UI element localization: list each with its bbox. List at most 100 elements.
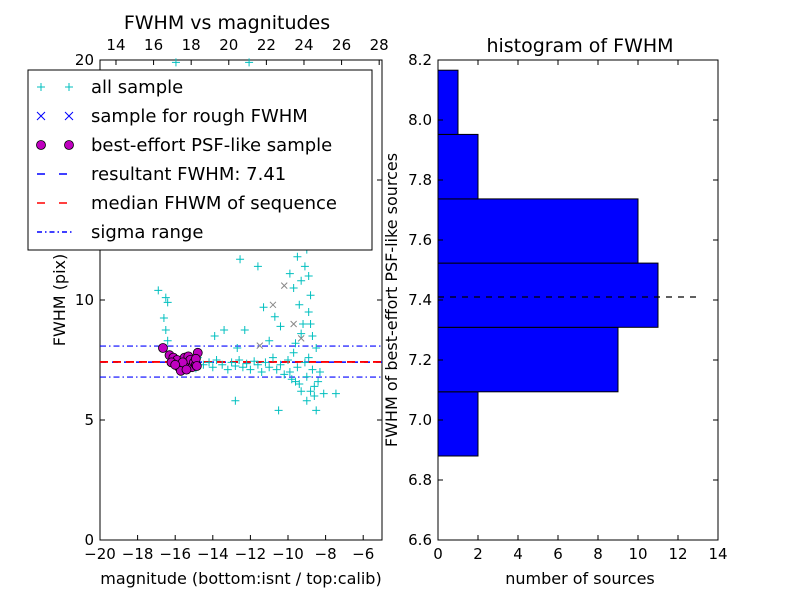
all-sample-point [310, 382, 319, 391]
top-x-tick-label: 26 [332, 36, 351, 54]
all-sample-point [285, 269, 294, 278]
all-sample-point [299, 320, 308, 328]
all-sample-point [302, 372, 311, 381]
all-sample-point [312, 406, 321, 415]
all-sample-point [210, 332, 219, 340]
all-sample-point [276, 322, 285, 331]
histogram-bar [437, 262, 659, 328]
y-tick-label: 6.6 [408, 531, 432, 549]
legend-item: all sample [37, 77, 183, 98]
rough-sample-point [290, 320, 297, 328]
legend-label: all sample [91, 77, 183, 98]
top-x-tick-label: 28 [370, 36, 389, 54]
all-sample-point [265, 363, 274, 372]
top-x-tick-label: 18 [182, 36, 201, 54]
histogram-bar [437, 326, 619, 393]
y-tick-label: 0 [84, 531, 94, 549]
psf-sample-point [170, 359, 181, 370]
all-sample-point [300, 358, 309, 367]
scatter-xlabel: magnitude (bottom:isnt / top:calib) [100, 569, 381, 588]
x-tick-label: −12 [235, 545, 267, 563]
all-sample-point [293, 252, 302, 261]
all-sample-point [331, 389, 340, 398]
top-x-tick-label: 24 [294, 36, 313, 54]
x-tick-label: 14 [708, 545, 727, 563]
x-tick-label: −14 [197, 545, 229, 563]
x-marker-icon [36, 111, 46, 121]
all-sample-point [304, 272, 313, 280]
x-tick-label: 6 [553, 545, 563, 563]
all-sample-point [163, 298, 172, 307]
all-sample-point [306, 387, 315, 396]
legend-label: median FHWM of sequence [91, 193, 337, 214]
all-sample-point [205, 358, 214, 367]
all-sample-point [297, 276, 306, 285]
all-sample-point [246, 365, 255, 374]
psf-sample-point [181, 364, 192, 375]
all-sample-point [159, 314, 168, 322]
all-sample-point [235, 356, 244, 364]
all-sample-point [284, 356, 292, 364]
histogram-bar [437, 391, 479, 457]
all-sample-point [218, 360, 227, 369]
all-sample-point [312, 344, 321, 352]
all-sample-point [289, 348, 298, 357]
all-sample-point [291, 339, 300, 348]
legend-item: sample for rough FWHM [36, 106, 308, 127]
x-tick-label: 0 [433, 545, 443, 563]
legend-item: best-effort PSF-like sample [36, 135, 332, 156]
x-tick-label: −6 [352, 545, 374, 563]
all-sample-point [291, 377, 300, 386]
x-marker-icon [64, 111, 74, 121]
scatter-panel: −20 −18 −16 −14 −12 −10 −8 −6 14 16 18 20 22 24 26 28 0 5… [27, 12, 389, 588]
all-sample-point [293, 363, 302, 372]
y-tick-label: 7.8 [408, 171, 432, 189]
x-tick-label: 10 [628, 545, 647, 563]
all-sample-point [308, 332, 317, 340]
all-sample-point [289, 284, 298, 292]
all-sample-point [161, 293, 170, 302]
all-sample-point [310, 392, 319, 400]
x-tick-label: −16 [159, 545, 191, 563]
all-sample-point [308, 365, 317, 374]
all-sample-point [161, 326, 170, 334]
all-sample-point [253, 360, 262, 369]
x-tick-label: 8 [593, 545, 603, 563]
top-x-tick-label: 20 [219, 36, 238, 54]
all-sample-point [242, 359, 251, 368]
psf-sample-point [158, 343, 168, 353]
top-x-tick-label: 22 [257, 36, 276, 54]
all-sample-point [306, 291, 315, 300]
y-tick-label: 8.2 [408, 51, 432, 69]
all-sample-point [236, 255, 245, 264]
all-sample-point [171, 58, 180, 67]
x-tick-label: −10 [272, 545, 304, 563]
scatter-title: FWHM vs magnitudes [124, 12, 330, 34]
rough-sample-point [269, 301, 277, 309]
all-sample-point [295, 300, 304, 309]
all-sample-point [253, 262, 262, 271]
legend-label: resultant FWHM: 7.41 [91, 164, 286, 185]
all-sample-point [302, 396, 311, 405]
x-tick-label: −20 [84, 545, 116, 563]
all-sample-point [314, 377, 323, 386]
histogram-title: histogram of FWHM [486, 35, 673, 57]
all-sample-point [315, 368, 324, 376]
legend-item: resultant FWHM: 7.41 [37, 164, 286, 185]
y-tick-label: 7.0 [408, 411, 432, 429]
all-sample-point [304, 308, 313, 316]
all-sample-point [276, 360, 285, 369]
all-sample-point [300, 262, 309, 271]
all-sample-point [265, 336, 274, 345]
all-sample-point [212, 356, 221, 364]
y-tick-label: 7.2 [408, 351, 432, 369]
x-tick-label: 2 [473, 545, 483, 563]
all-sample-point [280, 370, 289, 379]
y-tick-label: 8.0 [408, 111, 432, 129]
all-sample-point [272, 365, 281, 374]
x-tick-label: −8 [315, 545, 337, 563]
circle-marker-icon [64, 140, 74, 150]
y-tick-label: 6.8 [408, 471, 432, 489]
x-tick-label: 4 [513, 545, 523, 563]
